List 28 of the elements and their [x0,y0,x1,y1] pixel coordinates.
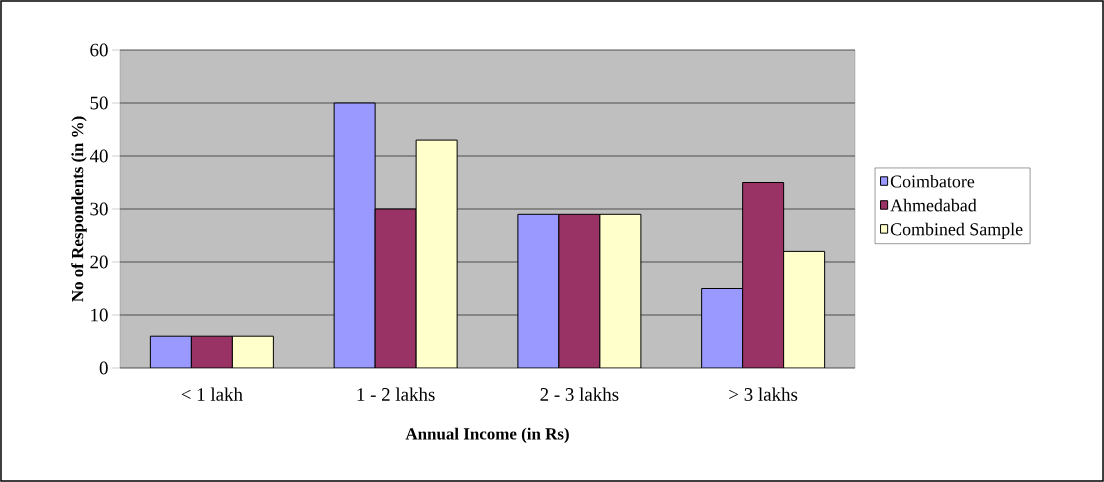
y-tick-label: 30 [90,202,108,216]
legend-label: Ahmedabad [890,198,977,212]
bar [334,103,376,368]
bar [599,213,642,368]
y-tick-label: 0 [99,361,108,375]
y-axis-title: No of Respondents (in %) [71,116,87,302]
bar [149,335,192,368]
x-tick-label: > 3 lakhs [729,387,798,401]
legend-label: Coimbatore [890,174,975,188]
bar [701,288,744,368]
bar [558,213,601,368]
y-tick-label: 20 [90,255,108,269]
y-tick-label: 10 [91,308,108,322]
bar [190,335,233,368]
x-axis-title: Annual Income (in Rs) [405,427,569,444]
bar [231,335,274,368]
bar [416,140,458,368]
bar [375,209,417,368]
legend-label: Combined Sample [890,222,1023,240]
y-tick-label: 50 [90,96,108,110]
bar [742,182,785,368]
x-tick-label: < 1 lakh [181,387,243,401]
y-tick-label: 40 [89,149,108,163]
y-tick-label: 60 [90,43,108,57]
x-tick-label: 2 - 3 lakhs [540,387,619,401]
x-tick-label: 1 - 2 lakhs [357,387,435,401]
bar [517,213,560,368]
bar [783,250,826,368]
